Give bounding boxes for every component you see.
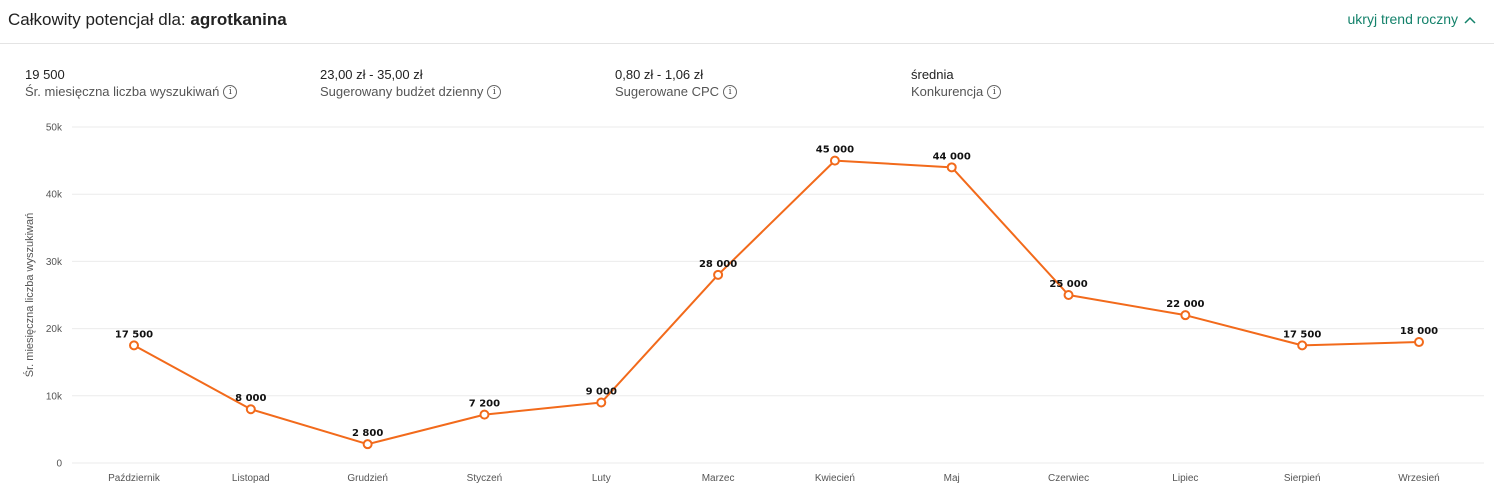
y-tick-label: 10k	[46, 391, 63, 402]
data-label: 22 000	[1166, 299, 1204, 310]
data-point	[1415, 338, 1423, 346]
data-point	[247, 405, 255, 413]
x-tick-label: Lipiec	[1172, 473, 1198, 484]
x-axis-ticks: Październik Listopad Grudzień Styczeń Luty Ma…	[108, 473, 1440, 484]
stat-value: 23,00 zł - 35,00 zł	[320, 67, 501, 82]
y-tick-label: 0	[56, 459, 62, 470]
stat-value: średnia	[911, 67, 1001, 82]
y-tick-label: 30k	[46, 257, 63, 268]
info-icon[interactable]: i	[223, 85, 237, 99]
x-tick-label: Kwiecień	[815, 473, 855, 484]
x-tick-label: Grudzień	[347, 473, 388, 484]
x-tick-label: Październik	[108, 473, 161, 484]
x-tick-label: Czerwiec	[1048, 473, 1089, 484]
data-labels: 17 500 8 000 2 800 7 200 9 000 28 000 45 000 44…	[115, 145, 1438, 440]
stat-label-row: Sugerowane CPC i	[615, 84, 737, 100]
data-point	[364, 440, 372, 448]
data-point	[597, 399, 605, 407]
data-label: 8 000	[235, 393, 266, 404]
stat-cpc: 0,80 zł - 1,06 zł Sugerowane CPC i	[615, 67, 737, 100]
stat-label: Sugerowany budżet dzienny	[320, 84, 483, 100]
data-label: 17 500	[1283, 329, 1321, 340]
data-point	[480, 411, 488, 419]
stat-value: 19 500	[25, 67, 237, 82]
stat-avg-searches: 19 500 Śr. miesięczna liczba wyszukiwań …	[25, 67, 237, 100]
x-tick-label: Wrzesień	[1398, 473, 1440, 484]
y-tick-label: 40k	[46, 190, 63, 201]
info-icon[interactable]: i	[987, 85, 1001, 99]
data-label: 7 200	[469, 399, 500, 410]
stats-row: 19 500 Śr. miesięczna liczba wyszukiwań …	[25, 67, 1225, 107]
stat-competition: średnia Konkurencja i	[911, 67, 1001, 100]
data-point	[831, 157, 839, 165]
stat-label-row: Konkurencja i	[911, 84, 1001, 100]
data-point	[1298, 341, 1306, 349]
x-tick-label: Sierpień	[1284, 473, 1321, 484]
page-title: Całkowity potencjał dla: agrotkanina	[8, 10, 287, 30]
trend-line	[134, 161, 1419, 445]
line-chart: 0 10k 20k 30k 40k 50k Śr. miesięczna liczba w…	[0, 110, 1494, 490]
data-label: 2 800	[352, 428, 383, 439]
x-tick-label: Luty	[592, 473, 611, 484]
data-label: 17 500	[115, 329, 153, 340]
y-axis-title: Śr. miesięczna liczba wyszukiwań	[23, 213, 36, 377]
x-tick-label: Maj	[944, 473, 960, 484]
y-tick-label: 20k	[46, 324, 63, 335]
series-points	[130, 157, 1423, 449]
data-label: 25 000	[1049, 279, 1087, 290]
data-point	[1181, 311, 1189, 319]
title-keyword: agrotkanina	[190, 10, 286, 29]
y-axis-ticks: 0 10k 20k 30k 40k 50k	[46, 123, 63, 470]
info-icon[interactable]: i	[723, 85, 737, 99]
data-label: 28 000	[699, 259, 737, 270]
x-tick-label: Marzec	[702, 473, 735, 484]
data-label: 18 000	[1400, 326, 1438, 337]
data-point	[714, 271, 722, 279]
info-icon[interactable]: i	[487, 85, 501, 99]
stat-value: 0,80 zł - 1,06 zł	[615, 67, 737, 82]
stat-daily-budget: 23,00 zł - 35,00 zł Sugerowany budżet dz…	[320, 67, 501, 100]
yearly-trend-chart: 0 10k 20k 30k 40k 50k Śr. miesięczna liczba w…	[0, 110, 1494, 490]
stat-label-row: Śr. miesięczna liczba wyszukiwań i	[25, 84, 237, 100]
stat-label: Sugerowane CPC	[615, 84, 719, 100]
y-tick-label: 50k	[46, 123, 63, 134]
data-point	[1065, 291, 1073, 299]
stat-label-row: Sugerowany budżet dzienny i	[320, 84, 501, 100]
hide-yearly-trend-toggle[interactable]: ukryj trend roczny	[1348, 11, 1476, 27]
series-line	[134, 161, 1419, 445]
data-point	[130, 341, 138, 349]
header-divider	[0, 43, 1494, 44]
data-label: 44 000	[933, 151, 971, 162]
stat-label: Śr. miesięczna liczba wyszukiwań	[25, 84, 219, 100]
data-label: 9 000	[586, 387, 617, 398]
grid-lines	[72, 127, 1484, 463]
stat-label: Konkurencja	[911, 84, 983, 100]
x-tick-label: Listopad	[232, 473, 270, 484]
chevron-up-icon	[1464, 13, 1476, 27]
data-point	[948, 163, 956, 171]
toggle-label: ukryj trend roczny	[1348, 11, 1458, 27]
title-prefix: Całkowity potencjał dla:	[8, 10, 186, 29]
x-tick-label: Styczeń	[467, 473, 503, 484]
data-label: 45 000	[816, 145, 854, 156]
